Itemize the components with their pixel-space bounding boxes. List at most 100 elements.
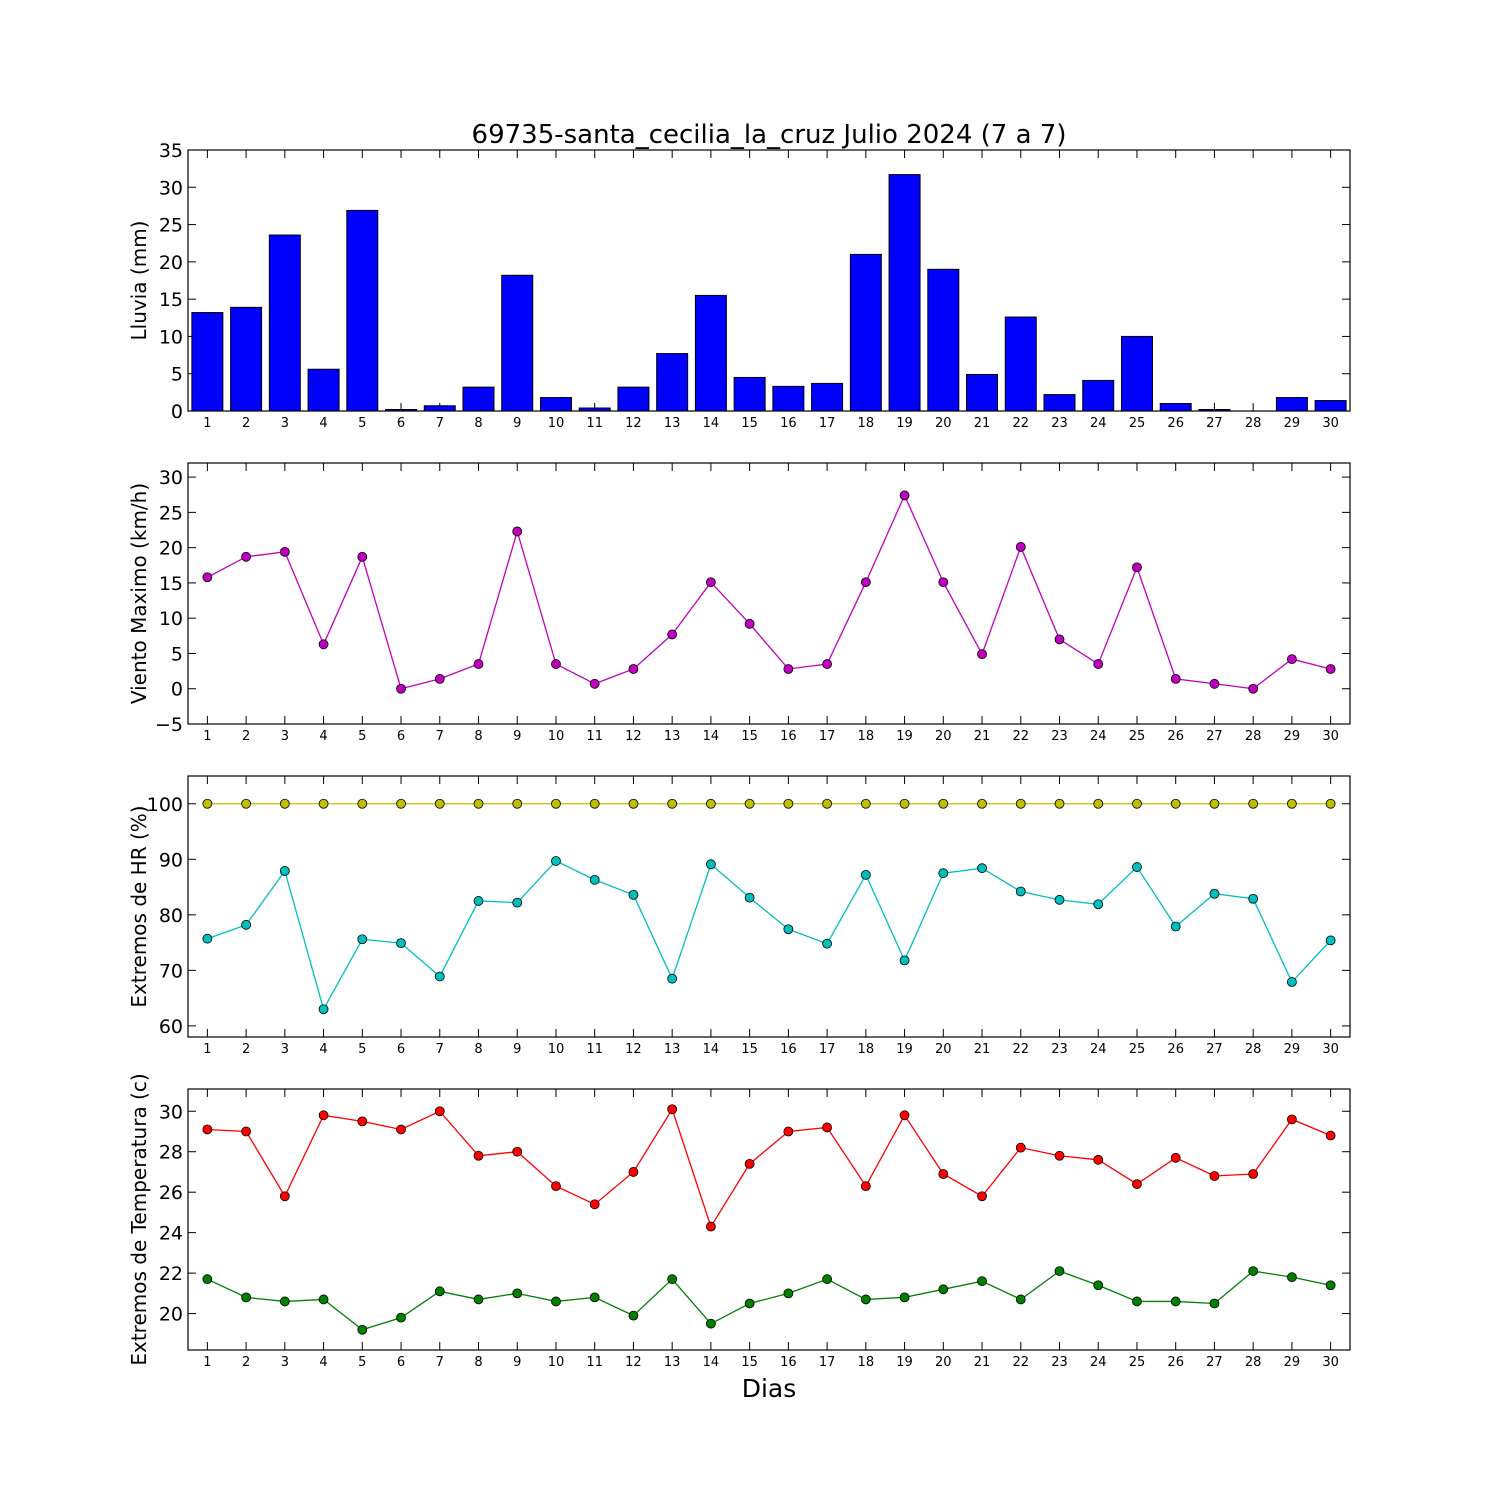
data-point [1287,1114,1297,1125]
data-point [473,1150,484,1161]
data-point [706,1221,716,1232]
x-tick-label: 6 [397,729,405,744]
x-tick-label: 16 [780,729,797,744]
rain-bar [1314,400,1347,412]
x-tick-label: 8 [474,416,482,431]
x-tick-label: 17 [819,416,836,431]
y-tick-label: 30 [159,177,183,199]
data-point [1093,659,1104,669]
series-line-1 [207,493,1331,690]
data-point [1209,888,1220,899]
x-tick-label: 6 [397,1355,405,1370]
data-point [1248,683,1259,694]
series-line-2 [207,1270,1331,1331]
data-point [1248,1266,1259,1276]
data-point [667,629,678,640]
x-tick-label: 4 [319,1355,327,1370]
x-tick-label: 16 [780,1355,797,1370]
data-point [1132,862,1142,872]
rain-bar [849,253,882,412]
data-point [1325,1280,1336,1291]
x-tick-label: 21 [974,729,991,744]
x-tick-label: 21 [974,1355,991,1370]
x-tick-label: 9 [513,416,521,431]
plot-frame [187,1088,1351,1351]
x-tick-label: 6 [397,1042,405,1057]
rain-bar [811,382,844,412]
data-point [667,973,678,984]
x-tick-label: 7 [436,1042,444,1057]
data-point [977,649,987,660]
x-tick-label: 22 [1012,1042,1029,1057]
x-tick-label: 26 [1167,1042,1184,1057]
rain-bar [1004,316,1037,412]
data-point [241,1292,252,1303]
x-tick-label: 27 [1206,416,1223,431]
x-tick-label: 3 [281,416,289,431]
x-tick-label: 12 [625,729,642,744]
x-tick-label: 3 [281,1355,289,1370]
x-tick-label: 30 [1322,1355,1339,1370]
y-tick-label: 0 [171,679,183,701]
data-point [860,577,871,588]
data-point [628,1310,639,1321]
y-tick-label: 90 [159,849,183,871]
data-point [589,874,600,885]
data-point [1248,1169,1259,1179]
data-point [1170,921,1181,932]
data-point [357,551,368,562]
data-point [357,1324,368,1335]
x-tick-label: 13 [664,416,681,431]
y-tick-label: 30 [159,467,183,489]
data-point [1093,1280,1104,1291]
x-tick-label: 12 [625,1042,642,1057]
rain-bar [346,209,379,412]
x-tick-label: 3 [281,729,289,744]
x-tick-label: 18 [858,1355,875,1370]
x-tick-label: 11 [586,729,603,744]
data-point [1015,1142,1026,1153]
x-tick-label: 29 [1284,1355,1301,1370]
data-point [628,1167,639,1177]
data-point [241,551,252,562]
x-tick-label: 28 [1245,1042,1262,1057]
x-tick-label: 14 [703,1042,720,1057]
x-tick-label: 4 [319,729,327,744]
data-point [202,798,213,809]
data-point [473,798,484,809]
y-tick-label: 80 [159,905,183,927]
data-point [1325,798,1336,809]
data-point [589,798,600,809]
x-tick-label: 17 [819,1355,836,1370]
y-tick-label: 20 [159,538,183,560]
data-point [938,868,949,879]
y-tick-label: 0 [171,401,183,423]
data-point [822,659,832,669]
data-point [938,798,949,809]
rain-bar [1120,335,1153,412]
x-tick-label: 4 [319,1042,327,1057]
y-tick-label: 25 [159,215,183,237]
rain-bar [617,386,650,412]
x-tick-label: 20 [935,416,952,431]
y-tick-label: 28 [159,1142,183,1164]
x-tick-label: 10 [548,416,565,431]
x-tick-label: 18 [858,1042,875,1057]
y-tick-label: 5 [171,643,183,665]
x-tick-label: 15 [741,729,758,744]
x-tick-label: 13 [664,1355,681,1370]
x-tick-label: 13 [664,729,681,744]
data-point [434,1286,445,1297]
data-point [977,798,987,809]
x-tick-label: 16 [780,1042,797,1057]
data-point [938,1284,949,1295]
data-point [899,798,910,809]
y-tick-label: 15 [159,573,183,595]
data-point [628,889,639,900]
plot-frame [187,149,1351,412]
y-tick-label: 26 [159,1182,183,1204]
data-point [667,1274,678,1285]
y-tick-label: −5 [155,714,183,736]
data-point [202,1274,213,1285]
data-point [396,1124,406,1135]
